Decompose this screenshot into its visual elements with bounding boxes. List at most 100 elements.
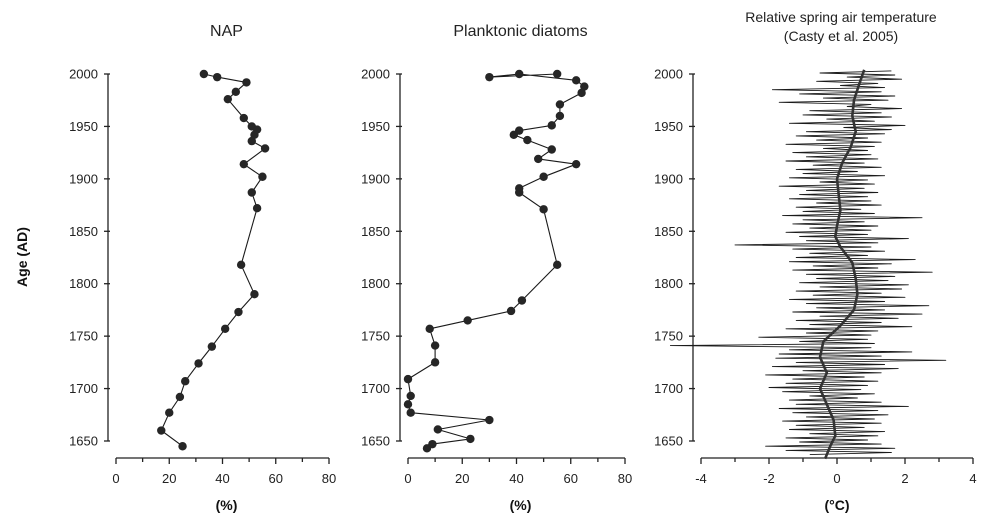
panel-1-data-point [247,136,256,146]
panel-2-y-tick-label: 1950 [361,119,390,134]
panel-2-data-point [406,391,415,401]
panel-1-data-point [236,260,246,270]
panel-2-data-point [547,121,556,130]
panel-2-x-tick-label: 40 [509,471,523,486]
panel-3-x-tick-label: 0 [833,471,840,486]
panel-2-data-point [539,172,548,181]
panel-2-y-tick-label: 1750 [361,329,390,344]
panel-2-y-tick-label: 1650 [361,434,390,449]
panel-1-data-point [212,72,222,82]
panel-2-data-point [555,100,565,109]
panel-2-data-point [422,444,432,453]
panel-2-data-point [433,425,443,434]
panel-3-y-tick-label: 1650 [654,434,683,449]
panel-1-x-tick-label: 20 [162,471,176,486]
panel-3-title: Relative spring air temperature [745,9,937,25]
panel-1-data-point [207,342,217,351]
panel-1-x-tick-label: 40 [215,471,229,486]
panel-1-y-tick-label: 1650 [69,434,98,449]
panel-2-data-point [523,135,532,145]
panel-2-data-point [571,159,581,169]
panel-2-data-point [552,69,562,79]
panel-2-data-point [463,316,472,325]
panel-2-data-point [571,76,581,85]
panel-3-y-tick-label: 1900 [654,171,683,186]
panel-1-y-tick-label: 1850 [69,224,98,239]
panel-2-data-point [577,88,586,98]
panel-3-x-tick-label: -2 [763,471,775,486]
panel-2-data-point [485,415,494,425]
panel-3-x-tick-label: 2 [901,471,908,486]
panel-1-data-point [239,159,248,169]
panel-1-x-tick-label: 80 [322,471,336,486]
panel-2-data-point [403,374,413,384]
panel-3-x-tick-label: 4 [969,471,976,486]
panel-1-title: NAP [210,23,243,40]
panel-1-data-point [175,392,185,402]
panel-1-data-point [247,188,256,197]
panel-1-data-point [181,377,190,386]
panel-1-y-tick-label: 1700 [69,381,98,396]
panel-2-data-point [517,296,527,305]
panel-2-data-point [485,72,494,82]
panel-1-data-point [250,130,259,140]
panel-3-y-tick-label: 1950 [654,119,683,134]
panel-2-data-point [534,154,543,164]
panel-2-title: Planktonic diatoms [453,23,587,40]
panel-3-series-annual [669,70,947,456]
panel-2-data-point [430,341,440,350]
panel-2-x-tick-label: 20 [455,471,469,486]
panel-2-y-tick-label: 1700 [361,381,390,396]
panel-2-data-point [547,145,556,154]
panel-1-data-point [258,172,267,181]
panel-1-x-axis-label: (%) [216,497,238,513]
panel-1-data-point [234,307,243,317]
panel-1-data-point [260,144,270,153]
panel-1-data-point [199,69,209,79]
panel-1-y-tick-label: 1800 [69,276,98,291]
panel-2-x-tick-label: 80 [618,471,632,486]
panel-1-data-point [242,78,251,87]
panel-1-x-tick-label: 60 [269,471,283,486]
panel-3-x-axis-label: (°C) [824,497,849,513]
panel-2-x-tick-label: 60 [564,471,578,486]
panel-1-data-point [223,94,233,104]
panel-2-data-point [539,205,548,214]
panel-1-data-point [239,113,248,123]
panel-1-y-tick-label: 2000 [69,67,98,82]
panel-1-data-point [194,359,203,368]
panel-2-y-tick-label: 2000 [361,67,390,82]
panel-3-y-tick-label: 1850 [654,224,683,239]
panel-1-y-tick-label: 1900 [69,171,98,186]
panel-1-data-point [165,408,174,417]
panel-3-y-tick-label: 2000 [654,67,683,82]
panel-2-data-point [580,82,589,91]
panel-1-x-tick-label: 0 [112,471,119,486]
panel-1-data-point [220,324,230,334]
panel-2-x-axis-label: (%) [510,497,532,513]
panel-2-data-point [515,188,524,197]
panel-2-data-point [506,306,516,316]
panel-3-x-tick-label: -4 [695,471,707,486]
panel-2-data-point [425,324,434,334]
panel-1-data-point [178,442,187,451]
panel-3-subtitle: (Casty et al. 2005) [784,28,898,44]
panel-1-y-tick-label: 1950 [69,119,98,134]
panel-3-y-tick-label: 1750 [654,329,683,344]
y-axis-label: Age (AD) [14,227,30,287]
panel-1-data-point [231,87,241,97]
panel-2-data-point [515,69,524,79]
panel-3-y-tick-label: 1800 [654,276,683,291]
panel-2-data-point [403,400,413,409]
panel-2-data-point [552,260,562,270]
panel-2-data-point [555,111,565,121]
panel-2-x-tick-label: 0 [404,471,411,486]
panel-2-y-tick-label: 1800 [361,276,390,291]
panel-3-series-smoothed [818,69,866,460]
panel-2-data-point [509,130,518,140]
panel-2-y-tick-label: 1850 [361,224,390,239]
panel-2-data-point [466,434,475,444]
panel-1-data-point [250,290,259,299]
panel-3-y-tick-label: 1700 [654,381,683,396]
panel-1-data-point [252,204,262,213]
